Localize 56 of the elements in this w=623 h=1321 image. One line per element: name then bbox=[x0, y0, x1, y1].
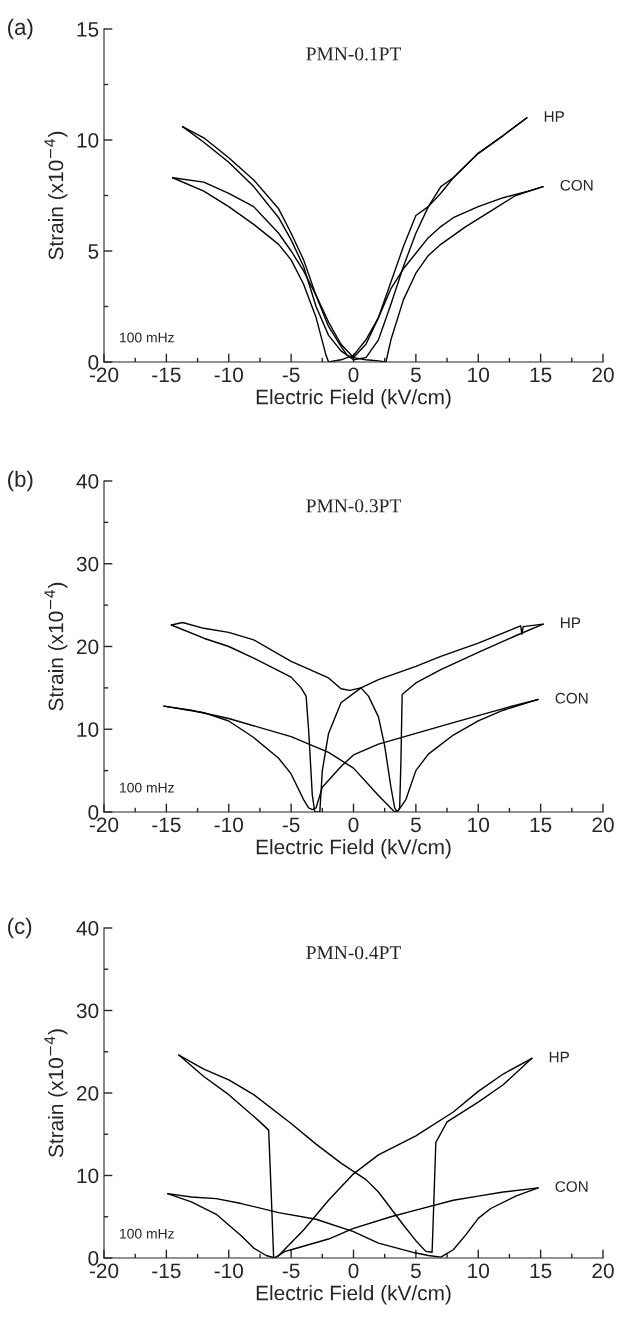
text: PMN-0.3PT bbox=[306, 499, 401, 513]
x-tick-label: 20 bbox=[592, 367, 614, 383]
y-tick-label: 10 bbox=[77, 133, 99, 148]
series-label: HP bbox=[549, 1051, 569, 1063]
x-tick-label: 20 bbox=[592, 817, 614, 833]
text: (c) bbox=[8, 917, 32, 939]
annotation: 100 mHz bbox=[120, 782, 174, 793]
series-label: CON bbox=[560, 179, 593, 191]
x-tick-label: 0 bbox=[348, 817, 359, 833]
text: (a) bbox=[8, 18, 33, 40]
x-axis-title: Electric Field (kV/cm) bbox=[256, 389, 451, 409]
y-tick-label: 20 bbox=[77, 1086, 99, 1101]
x-tick-label: 5 bbox=[410, 1263, 421, 1279]
text: PMN-0.1PT bbox=[306, 47, 401, 61]
series-label: CON bbox=[555, 692, 588, 704]
y-axis-title: Strain (x10$^{−4}$) bbox=[44, 1029, 68, 1158]
x-tick-label: 20 bbox=[592, 1263, 614, 1279]
x-tick-label: 0 bbox=[348, 367, 359, 383]
x-tick-label: 5 bbox=[410, 817, 421, 833]
y-tick-label: 20 bbox=[77, 639, 99, 655]
y-tick-label: 40 bbox=[76, 921, 99, 936]
x-tick-label: -5 bbox=[282, 1263, 300, 1279]
y-tick-label: 10 bbox=[77, 722, 99, 737]
x-tick-label: 10 bbox=[468, 367, 490, 383]
y-axis-title: Strain (x10$^{−4}$) bbox=[44, 131, 68, 260]
x-tick-label: -5 bbox=[282, 367, 300, 383]
x-tick-label: 15 bbox=[530, 367, 552, 383]
x-tick-label: 10 bbox=[468, 1263, 490, 1279]
x-tick-label: -15 bbox=[152, 817, 181, 833]
x-axis-title: Electric Field (kV/cm) bbox=[256, 839, 451, 859]
annotation: 100 mHz bbox=[120, 1228, 174, 1239]
y-tick-label: 10 bbox=[77, 1168, 99, 1184]
y-axis-title: Strain (x10$^{−4}$) bbox=[44, 582, 68, 711]
y-tick-label: 40 bbox=[76, 474, 99, 489]
series-label: CON bbox=[555, 1181, 588, 1192]
x-tick-label: -15 bbox=[152, 1263, 181, 1279]
y-tick-label: 30 bbox=[76, 556, 99, 572]
x-tick-label: 15 bbox=[530, 1263, 552, 1279]
series-label: HP bbox=[544, 111, 564, 122]
x-tick-label: 0 bbox=[348, 1263, 359, 1279]
x-tick-label: 15 bbox=[530, 817, 552, 833]
x-tick-label: -10 bbox=[214, 367, 243, 383]
y-tick-label: 15 bbox=[77, 22, 99, 37]
text: (b) bbox=[8, 470, 33, 492]
text: PMN-0.4PT bbox=[306, 946, 401, 960]
x-tick-label: -15 bbox=[152, 367, 181, 383]
annotation: 100 mHz bbox=[120, 332, 174, 343]
x-tick-label: -10 bbox=[214, 817, 243, 833]
y-tick-label: 5 bbox=[88, 244, 99, 259]
x-axis-title: Electric Field (kV/cm) bbox=[256, 1285, 451, 1305]
x-tick-label: 5 bbox=[410, 367, 421, 383]
x-tick-label: -5 bbox=[282, 817, 300, 833]
series-label: HP bbox=[561, 617, 581, 629]
x-tick-label: -10 bbox=[214, 1263, 243, 1279]
x-tick-label: 10 bbox=[468, 817, 490, 833]
y-tick-label: 30 bbox=[76, 1003, 99, 1019]
